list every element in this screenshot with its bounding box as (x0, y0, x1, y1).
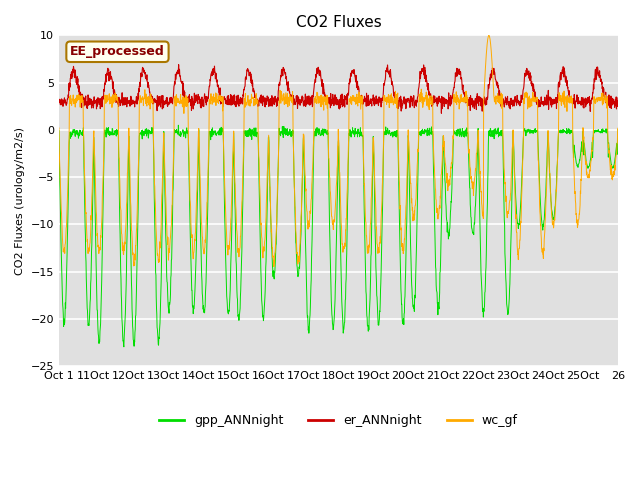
Y-axis label: CO2 Fluxes (urology/m2/s): CO2 Fluxes (urology/m2/s) (15, 127, 25, 275)
Title: CO2 Fluxes: CO2 Fluxes (296, 15, 381, 30)
Text: EE_processed: EE_processed (70, 45, 165, 58)
Legend: gpp_ANNnight, er_ANNnight, wc_gf: gpp_ANNnight, er_ANNnight, wc_gf (154, 409, 523, 432)
